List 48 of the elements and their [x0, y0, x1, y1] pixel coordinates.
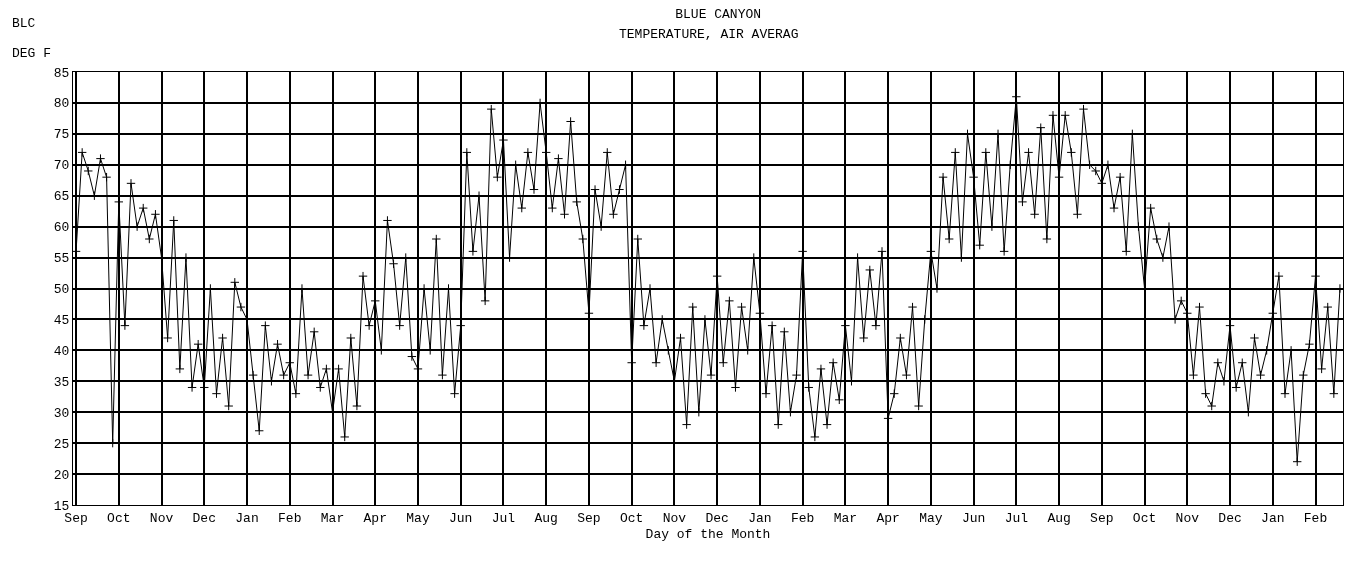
x-tick-label: Oct	[619, 510, 644, 526]
y-tick-label: 60	[53, 220, 70, 236]
x-tick-label: Nov	[1175, 510, 1200, 526]
x-tick-label: Aug	[1047, 510, 1071, 526]
x-tick-label: Apr	[876, 510, 900, 526]
x-tick-label: Feb	[790, 510, 815, 526]
x-tick-label: Apr	[363, 510, 387, 526]
x-tick-label: Nov	[149, 510, 174, 526]
x-tick-label: May	[406, 510, 430, 526]
x-tick-label: Dec	[705, 510, 729, 526]
x-tick-label: Jul	[1004, 510, 1029, 526]
x-tick-label: Jan	[235, 510, 259, 526]
x-tick-label: Dec	[1218, 510, 1242, 526]
x-tick-label: Oct	[107, 510, 131, 526]
x-tick-label: Feb	[1303, 510, 1328, 526]
y-tick-label: 55	[53, 251, 70, 267]
chart-title: BLUE CANYON	[675, 6, 762, 22]
x-axis-title: Day of the Month	[645, 527, 771, 543]
x-tick-label: Sep	[1090, 510, 1114, 526]
x-tick-label: Jan	[748, 510, 772, 526]
y-tick-label: 30	[53, 405, 70, 421]
y-tick-label: 70	[53, 158, 70, 174]
x-tick-label: Feb	[278, 510, 302, 526]
y-tick-label: 80	[53, 96, 70, 112]
x-tick-label: Aug	[534, 510, 558, 526]
y-tick-label: 50	[53, 282, 70, 298]
y-tick-label: 20	[53, 467, 70, 483]
y-tick-label: 65	[53, 189, 70, 205]
text: BLC	[12, 16, 36, 31]
x-tick-label: Jun	[449, 510, 473, 526]
y-tick-label: 25	[53, 436, 70, 452]
x-tick-label: Jan	[1261, 510, 1285, 526]
y-tick-label: 35	[53, 374, 70, 390]
x-tick-label: Nov	[662, 510, 687, 526]
chart-subtitle: TEMPERATURE, AIR AVERAG	[619, 27, 799, 42]
x-tick-label: Dec	[192, 510, 216, 526]
y-tick-label: 45	[53, 312, 70, 328]
y-tick-label: 75	[53, 127, 70, 143]
y-axis-title: DEG F	[12, 46, 52, 61]
x-tick-label: Sep	[577, 510, 601, 526]
x-tick-label: Mar	[833, 510, 858, 526]
x-tick-label: Oct	[1132, 510, 1157, 526]
y-tick-label: 40	[53, 343, 70, 359]
y-tick-label: 85	[53, 65, 70, 81]
x-tick-label: Jun	[961, 510, 986, 526]
x-tick-label: Jul	[491, 510, 516, 526]
x-tick-label: May	[919, 510, 943, 526]
x-tick-label: Mar	[320, 510, 345, 526]
